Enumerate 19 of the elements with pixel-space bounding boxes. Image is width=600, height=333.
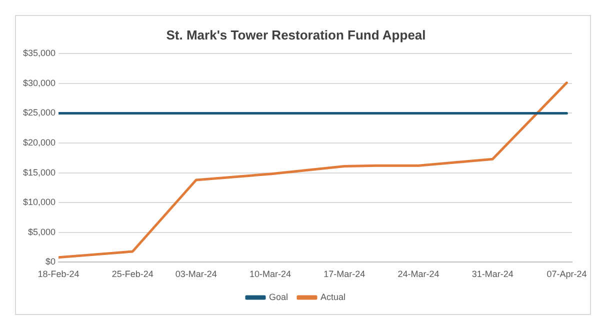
y-tick-label: $30,000: [22, 78, 56, 88]
y-tick-label: $25,000: [22, 108, 56, 118]
x-tick-label: 10-Mar-24: [250, 269, 292, 280]
y-tick-label: $0: [46, 256, 56, 267]
x-tick-label: 17-Mar-24: [324, 269, 366, 280]
y-tick-label: $5,000: [28, 226, 56, 237]
legend-label: Actual: [320, 292, 346, 302]
chart-title: St. Mark's Tower Restoration Fund Appeal: [166, 27, 426, 42]
x-tick-label: 03-Mar-24: [175, 269, 217, 280]
y-tick-label: $35,000: [22, 48, 56, 58]
x-tick-label: 24-Mar-24: [398, 269, 440, 280]
x-tick-label: 25-Feb-24: [112, 269, 154, 280]
y-tick-label: $10,000: [22, 197, 56, 208]
legend-label: Goal: [268, 292, 288, 302]
x-tick-label: 07-Apr-24: [546, 269, 587, 280]
y-tick-label: $20,000: [22, 137, 56, 148]
x-tick-label: 18-Feb-24: [38, 269, 80, 280]
y-tick-label: $15,000: [22, 167, 56, 178]
x-tick-label: 31-Mar-24: [472, 269, 514, 280]
